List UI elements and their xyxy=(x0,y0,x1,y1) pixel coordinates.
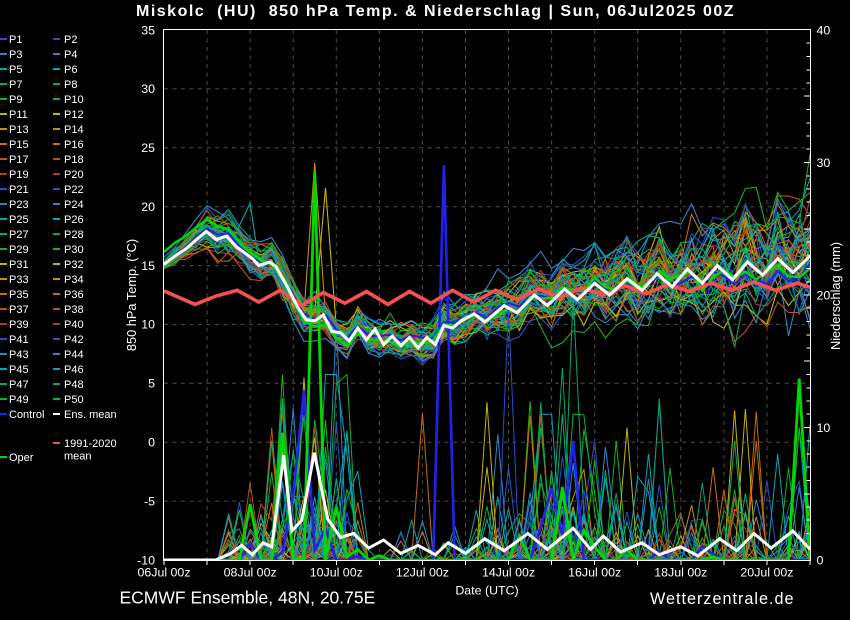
svg-text:P21: P21 xyxy=(9,184,29,196)
svg-text:Niederschlag (mm): Niederschlag (mm) xyxy=(828,242,843,350)
svg-text:Miskolc (HU) 850 hPa Temp. &: Miskolc (HU) 850 hPa Temp. & Niederschla… xyxy=(136,3,735,20)
svg-text:P13: P13 xyxy=(9,124,29,136)
svg-text:P38: P38 xyxy=(64,304,84,316)
svg-text:P49: P49 xyxy=(9,394,29,406)
svg-text:P6: P6 xyxy=(64,64,77,76)
svg-text:P43: P43 xyxy=(9,349,29,361)
svg-text:35: 35 xyxy=(141,23,155,37)
svg-text:P19: P19 xyxy=(9,169,29,181)
svg-text:P34: P34 xyxy=(64,274,84,286)
svg-text:P23: P23 xyxy=(9,199,29,211)
svg-text:10: 10 xyxy=(817,421,831,435)
svg-text:P2: P2 xyxy=(64,34,77,46)
svg-text:0: 0 xyxy=(817,553,824,567)
svg-text:P26: P26 xyxy=(64,214,84,226)
svg-text:P7: P7 xyxy=(9,79,22,91)
svg-text:ECMWF Ensemble, 48N, 20.75E: ECMWF Ensemble, 48N, 20.75E xyxy=(120,588,376,608)
svg-text:14Jul 00z: 14Jul 00z xyxy=(482,566,535,580)
svg-text:P35: P35 xyxy=(9,289,29,301)
svg-text:850 hPa Temp. (°C): 850 hPa Temp. (°C) xyxy=(124,239,139,351)
svg-text:30: 30 xyxy=(141,82,155,96)
svg-text:P48: P48 xyxy=(64,379,84,391)
svg-text:15: 15 xyxy=(141,259,155,273)
svg-text:P8: P8 xyxy=(64,79,77,91)
svg-text:12Jul 00z: 12Jul 00z xyxy=(396,566,449,580)
svg-text:P39: P39 xyxy=(9,319,29,331)
svg-text:30: 30 xyxy=(817,156,831,170)
svg-text:-10: -10 xyxy=(137,553,155,567)
svg-text:20Jul 00z: 20Jul 00z xyxy=(740,566,793,580)
svg-text:P36: P36 xyxy=(64,289,84,301)
svg-text:16Jul 00z: 16Jul 00z xyxy=(568,566,621,580)
svg-text:P28: P28 xyxy=(64,229,84,241)
svg-text:25: 25 xyxy=(141,141,155,155)
svg-text:P31: P31 xyxy=(9,259,29,271)
svg-text:P42: P42 xyxy=(64,334,84,346)
svg-text:P10: P10 xyxy=(64,94,84,106)
svg-text:P15: P15 xyxy=(9,139,29,151)
svg-text:P37: P37 xyxy=(9,304,29,316)
svg-text:P46: P46 xyxy=(64,364,84,376)
svg-text:P18: P18 xyxy=(64,154,84,166)
svg-text:0: 0 xyxy=(148,436,155,450)
svg-text:P3: P3 xyxy=(9,49,22,61)
svg-text:P16: P16 xyxy=(64,139,84,151)
svg-text:P17: P17 xyxy=(9,154,29,166)
svg-text:P25: P25 xyxy=(9,214,29,226)
svg-text:P1: P1 xyxy=(9,34,22,46)
svg-text:P33: P33 xyxy=(9,274,29,286)
svg-text:08Jul 00z: 08Jul 00z xyxy=(224,566,277,580)
svg-text:P20: P20 xyxy=(64,169,84,181)
svg-text:P4: P4 xyxy=(64,49,77,61)
svg-text:Control: Control xyxy=(9,409,44,421)
svg-text:1991-2020: 1991-2020 xyxy=(64,438,117,450)
svg-text:P40: P40 xyxy=(64,319,84,331)
svg-text:P47: P47 xyxy=(9,379,29,391)
svg-text:P29: P29 xyxy=(9,244,29,256)
svg-text:P50: P50 xyxy=(64,394,84,406)
svg-text:18Jul 00z: 18Jul 00z xyxy=(654,566,707,580)
svg-text:Date (UTC): Date (UTC) xyxy=(455,584,518,598)
svg-text:P45: P45 xyxy=(9,364,29,376)
svg-text:P9: P9 xyxy=(9,94,22,106)
svg-text:5: 5 xyxy=(148,377,155,391)
svg-text:P32: P32 xyxy=(64,259,84,271)
svg-text:Oper: Oper xyxy=(9,452,34,464)
svg-text:P41: P41 xyxy=(9,334,29,346)
svg-text:10: 10 xyxy=(141,318,155,332)
svg-text:P30: P30 xyxy=(64,244,84,256)
svg-text:40: 40 xyxy=(817,23,831,37)
svg-text:-5: -5 xyxy=(144,494,155,508)
svg-text:P24: P24 xyxy=(64,199,84,211)
svg-text:P44: P44 xyxy=(64,349,84,361)
svg-text:20: 20 xyxy=(817,288,831,302)
svg-text:P22: P22 xyxy=(64,184,84,196)
svg-text:Wetterzentrale.de: Wetterzentrale.de xyxy=(650,590,794,608)
svg-text:P27: P27 xyxy=(9,229,29,241)
svg-text:06Jul 00z: 06Jul 00z xyxy=(137,566,190,580)
svg-text:P14: P14 xyxy=(64,124,84,136)
svg-text:mean: mean xyxy=(64,451,92,463)
svg-text:P11: P11 xyxy=(9,109,28,121)
svg-text:Ens. mean: Ens. mean xyxy=(64,409,117,421)
svg-text:10Jul 00z: 10Jul 00z xyxy=(310,566,363,580)
svg-text:P12: P12 xyxy=(64,109,84,121)
svg-text:20: 20 xyxy=(141,200,155,214)
svg-text:P5: P5 xyxy=(9,64,22,76)
